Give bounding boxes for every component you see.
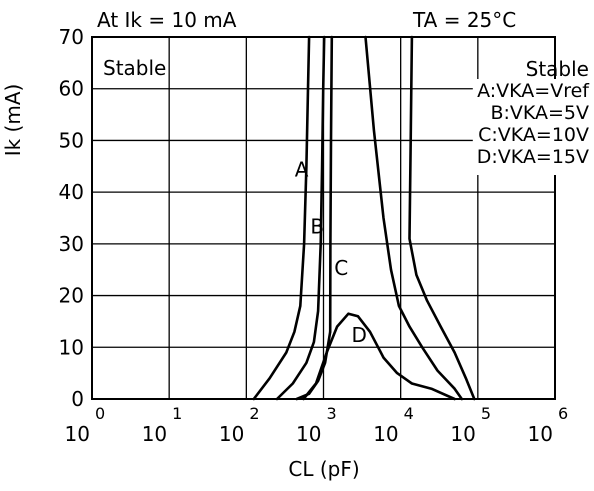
- legend-entry: C:VKA=10V: [478, 124, 589, 146]
- legend-entry: B:VKA=5V: [490, 102, 589, 124]
- curve-b: [275, 35, 326, 401]
- y-tick-label: 70: [59, 25, 84, 49]
- x-tick-label: 10: [296, 422, 321, 446]
- x-tick-exponent: 2: [249, 404, 259, 423]
- y-tick-label: 20: [59, 284, 84, 308]
- y-tick-label: 60: [59, 77, 84, 101]
- y-tick-label: 10: [59, 335, 84, 359]
- x-tick-label: 10: [373, 422, 398, 446]
- labels: At Ik = 10 mA TA = 25°C Stable Stable Ik…: [1, 8, 589, 481]
- stable-region-left-label: Stable: [103, 56, 166, 80]
- x-tick-exponent: 1: [172, 404, 182, 423]
- x-tick-exponent: 5: [481, 404, 491, 423]
- x-tick-label: 10: [142, 422, 167, 446]
- curve-d: [302, 312, 456, 401]
- stable-region-right-label: Stable: [526, 57, 589, 81]
- y-tick-label: 30: [59, 232, 84, 256]
- curve-c: [328, 35, 334, 334]
- y-tick-label: 40: [59, 180, 84, 204]
- x-tick-label: 10: [65, 422, 90, 446]
- legend-background: [472, 79, 591, 175]
- curve-a: [252, 35, 311, 401]
- y-axis-title: Ik (mA): [1, 84, 25, 157]
- curve-label-b: B: [310, 215, 324, 239]
- x-axis-title: CL (pF): [288, 457, 359, 481]
- x-tick-exponent: 0: [95, 404, 105, 423]
- y-tick-label: 50: [59, 128, 84, 152]
- x-tick-label: 10: [219, 422, 244, 446]
- curve-label-c: C: [334, 256, 348, 280]
- curve-label-a: A: [295, 158, 309, 182]
- x-tick-exponent: 3: [327, 404, 337, 423]
- curve-label-d: D: [351, 323, 366, 347]
- x-tick-exponent: 4: [404, 404, 414, 423]
- legend-entry: D:VKA=15V: [477, 146, 589, 168]
- x-tick-label: 10: [450, 422, 475, 446]
- curves: [252, 35, 476, 401]
- condition-left-note: At Ik = 10 mA: [97, 8, 237, 32]
- x-tick-exponent: 6: [558, 404, 568, 423]
- y-tick-label: 0: [71, 387, 84, 411]
- curve-stable-boundary-right: [408, 35, 476, 401]
- x-tick-label: 10: [528, 422, 553, 446]
- legend-entry: A:VKA=Vref: [477, 80, 590, 102]
- curve-stable-boundary-outer: [364, 35, 464, 401]
- condition-right-note: TA = 25°C: [412, 8, 516, 32]
